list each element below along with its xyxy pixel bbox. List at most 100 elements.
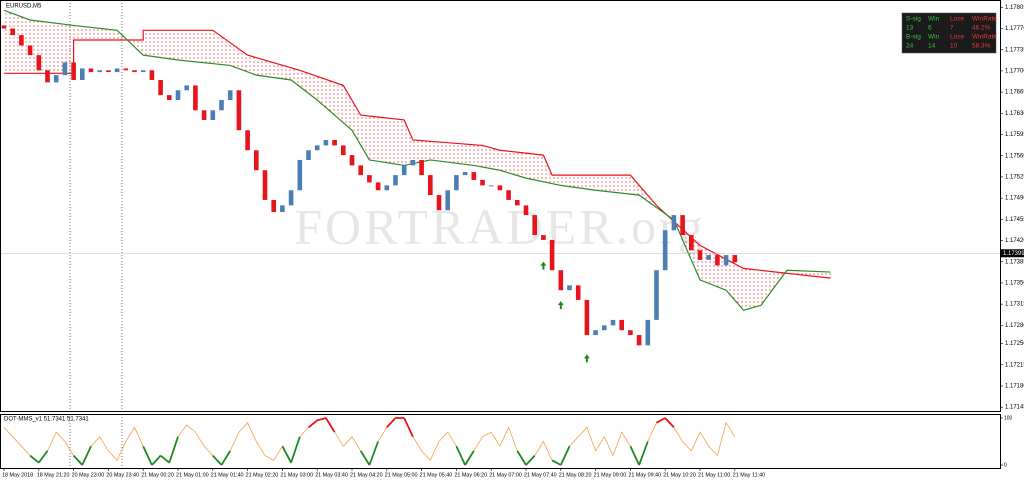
candle-body xyxy=(306,150,311,160)
osc-extreme xyxy=(307,419,318,429)
y-tick-label: 1.17420 xyxy=(1005,238,1024,244)
y-tick-label: 1.17315 xyxy=(1005,302,1024,308)
candle-body xyxy=(314,145,320,151)
osc-extreme xyxy=(160,454,170,464)
osc-tick-label: 100 xyxy=(1004,415,1013,421)
stats-cell: B-sig xyxy=(906,34,921,41)
candle-body xyxy=(280,205,285,213)
y-tick-label: 1.17700 xyxy=(1005,68,1024,74)
candle-body xyxy=(132,70,137,73)
candle-body xyxy=(88,68,94,73)
candle-body xyxy=(149,70,155,80)
candle-body xyxy=(436,195,442,211)
y-tick-label: 1.17735 xyxy=(1005,47,1024,53)
y-tick-label: 1.17385 xyxy=(1005,259,1024,265)
candle-body xyxy=(445,190,450,211)
candle-body xyxy=(62,62,68,76)
candle-body xyxy=(584,299,590,336)
osc-extreme xyxy=(368,441,379,466)
stats-cell: 46.2% xyxy=(972,25,991,32)
osc-extreme xyxy=(316,417,327,422)
osc-extreme xyxy=(168,436,179,463)
y-tick-label: 1.17630 xyxy=(1005,111,1024,117)
candle-body xyxy=(706,255,711,260)
candle-body xyxy=(523,205,529,216)
chart-title: EURUSD,M5 xyxy=(6,4,42,10)
y-tick-label: 1.17805 xyxy=(1005,5,1024,11)
stats-cell: 7 xyxy=(950,25,954,32)
x-tick-label: 18 May 2018 xyxy=(2,472,33,478)
candle-body xyxy=(123,68,129,71)
cloud-line xyxy=(3,9,831,311)
x-tick-label: 18 May 21:20 xyxy=(37,472,70,478)
stats-cell: S-sig xyxy=(906,16,921,23)
osc-extreme xyxy=(629,445,640,466)
candle-body xyxy=(558,270,564,291)
x-tick-label: 21 May 01:00 xyxy=(176,472,209,478)
stats-cell: 10 xyxy=(950,43,958,50)
candle-body xyxy=(662,230,668,271)
candle-body xyxy=(715,255,720,266)
y-tick-label: 1.17665 xyxy=(1005,90,1024,96)
candle-body xyxy=(488,185,494,187)
buy-arrow xyxy=(540,261,547,270)
stats-panel xyxy=(901,12,997,54)
candle-body xyxy=(480,179,485,186)
stats-cell: 58.3% xyxy=(972,43,991,50)
osc-extreme xyxy=(464,450,475,466)
osc-extreme xyxy=(212,454,223,466)
candle-body xyxy=(410,159,416,166)
candle-body xyxy=(297,159,303,191)
candle-body xyxy=(193,85,198,111)
x-tick-label: 21 May 06:20 xyxy=(454,472,487,478)
x-tick-label: 21 May 09:40 xyxy=(628,472,661,478)
stats-cell: Lose xyxy=(950,34,964,41)
candle-body xyxy=(541,235,546,240)
y-tick-label: 1.17280 xyxy=(1005,323,1024,329)
osc-extreme xyxy=(220,450,231,466)
stats-cell: Lose xyxy=(950,16,964,23)
candle-body xyxy=(619,319,624,331)
watermark: FORTRADER.org xyxy=(294,198,706,254)
candle-body xyxy=(219,99,224,111)
candle-body xyxy=(680,215,685,236)
x-tick-label: 21 May 01:40 xyxy=(211,472,244,478)
x-tick-label: 21 May 09:00 xyxy=(594,472,627,478)
candle-body xyxy=(697,250,703,260)
osc-extreme xyxy=(281,445,292,464)
candle-body xyxy=(227,90,233,100)
candle-body xyxy=(384,185,390,191)
candle-body xyxy=(419,159,424,176)
osc-extreme xyxy=(525,454,536,466)
candle-body xyxy=(254,150,259,171)
candle-body xyxy=(567,285,572,291)
candle-body xyxy=(602,325,607,331)
y-tick-label: 1.17215 xyxy=(1005,362,1024,368)
candle-body xyxy=(515,199,520,206)
osc-extreme xyxy=(403,417,414,438)
x-tick-label: 21 May 07:00 xyxy=(489,472,522,478)
osc-extreme xyxy=(142,445,153,466)
stats-table: S-sig Win Lose WinRate 13 6 7 46.2% B-sig Win Lose… xyxy=(901,12,997,54)
stats-cell: 6 xyxy=(928,25,932,32)
candle-body xyxy=(10,28,15,36)
stats-cell: Win xyxy=(928,16,940,23)
stats-cell: 24 xyxy=(906,43,914,50)
candle-body xyxy=(97,70,102,73)
candle-body xyxy=(454,175,459,191)
candle-body xyxy=(262,170,268,200)
stats-cell: WinRate xyxy=(972,16,997,23)
x-tick-label: 21 May 00:20 xyxy=(141,472,174,478)
osc-extreme xyxy=(455,445,466,466)
candle-body xyxy=(593,330,598,336)
candle-body xyxy=(393,175,398,186)
osc-extreme xyxy=(151,454,162,466)
y-tick-label: 1.17455 xyxy=(1005,217,1024,223)
candle-body xyxy=(210,110,216,120)
y-tick-label: 1.17180 xyxy=(1005,384,1024,390)
candle-body xyxy=(462,172,468,176)
candle-body xyxy=(175,90,181,100)
osc-extreme xyxy=(559,445,571,466)
